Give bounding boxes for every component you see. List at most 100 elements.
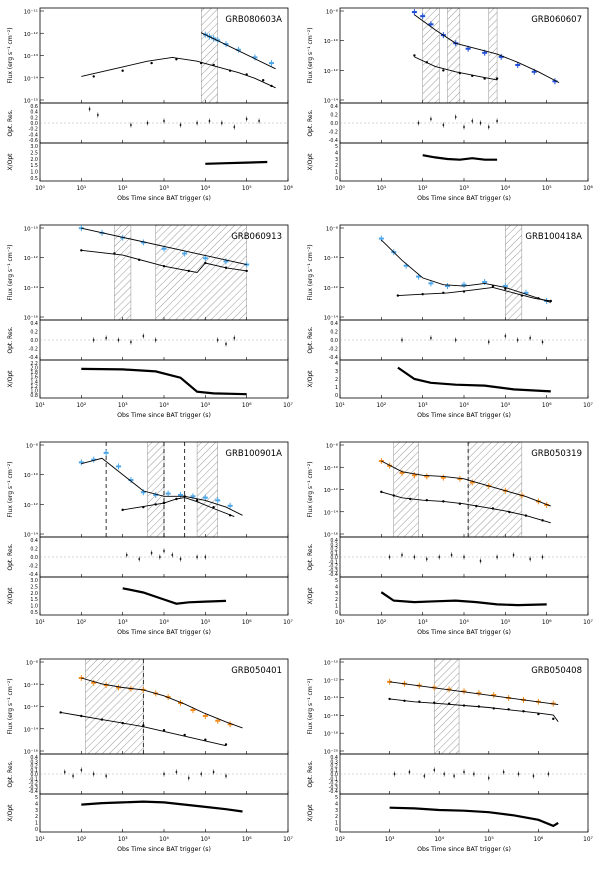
- residual-point: [171, 554, 174, 556]
- residual-point: [443, 773, 446, 775]
- x-tick-label: 10⁵: [242, 185, 252, 192]
- x-tick-label: 10⁷: [583, 836, 593, 843]
- ratio-tick-label: 2: [335, 163, 338, 169]
- residual-point: [388, 556, 391, 558]
- residual-point: [532, 775, 535, 777]
- ratio-tick-label: 3.0: [30, 578, 38, 584]
- x-tick-label: 10¹: [35, 619, 45, 626]
- residual-point: [130, 341, 132, 343]
- ratio-tick-label: 1.6: [30, 375, 38, 381]
- residual-tick-label: 0.4: [330, 755, 338, 761]
- flux-tick-label: 10⁻⁸: [326, 9, 339, 16]
- ratio-tick-label: 1: [335, 170, 338, 176]
- ratio-curve: [205, 160, 268, 165]
- x-tick-label: 10⁵: [542, 185, 552, 192]
- ratio-tick-label: 3: [335, 808, 338, 814]
- residual-point: [258, 120, 260, 122]
- flux-axis-label: Flux (erg s⁻¹ cm⁻²): [7, 244, 14, 300]
- optical-point: [59, 711, 62, 714]
- residual-point: [105, 775, 108, 777]
- panel-grb100901a: GRB100901A 10⁻⁸ 10⁻¹⁰ 10⁻¹² 10⁻¹⁴0.4 0.2 0.0 -0…: [7, 441, 294, 636]
- x-tick-label: 10⁴: [159, 836, 169, 843]
- residual-tick-label: 0.4: [330, 538, 338, 544]
- flux-tick-label: 10⁻¹⁴: [24, 285, 39, 292]
- residual-tick-label: -0.3: [329, 785, 338, 791]
- residual-tick-label: 0.2: [330, 547, 338, 553]
- flux-tick-label: 10⁻¹⁴: [324, 509, 339, 516]
- ratio-axis-label: X/Opt: [7, 153, 14, 171]
- ratio-tick-label: 3.0: [30, 144, 38, 150]
- ratio-axis-label: X/Opt: [7, 370, 14, 388]
- x-tick-label: 10³: [418, 402, 428, 409]
- optical-point: [552, 717, 555, 721]
- ratio-tick-label: 3: [335, 157, 338, 163]
- residual-tick-label: 0.0: [330, 555, 338, 561]
- residual-tick-label: -0.2: [329, 564, 338, 570]
- x-tick-label: 10⁴: [434, 836, 444, 843]
- residual-tick-label: -0.4: [329, 138, 338, 144]
- residual-point: [196, 122, 198, 124]
- ratio-tick-label: 2.0: [30, 591, 38, 597]
- ratio-axis-label: X/Opt: [7, 587, 14, 605]
- panel-grb050408: GRB05040810⁻¹⁰10⁻¹²10⁻¹⁴10⁻¹⁶10⁻¹⁸10⁻²⁰0…: [307, 658, 594, 853]
- time-axis-label: Obs Time since BAT trigger (s): [417, 846, 511, 853]
- flux-tick-label: 10⁻¹⁴: [24, 75, 39, 82]
- flux-tick-label: 10⁻¹³: [24, 53, 38, 60]
- ratio-tick-label: 3: [335, 369, 338, 375]
- x-tick-label: 10⁷: [283, 836, 293, 843]
- flux-axis-label: Flux (erg s⁻¹ cm⁻²): [7, 461, 14, 517]
- ratio-tick-label: 1.5: [30, 163, 38, 169]
- residual-tick-label: 0.0: [30, 121, 38, 127]
- panel-grb050401: GRB05040110⁻⁸10⁻¹⁰10⁻¹²10⁻¹⁴10⁻¹⁶0.40.30…: [7, 658, 294, 853]
- optical-point: [413, 54, 416, 57]
- residual-point: [88, 108, 91, 110]
- residual-tick-label: -0.2: [329, 781, 338, 787]
- residual-axis-label: Opt. Res.: [7, 326, 14, 353]
- residual-point: [487, 341, 490, 343]
- residual-point: [473, 773, 475, 775]
- panel-grb100418a: GRB100418A 10⁻⁸ 10⁻¹⁰ 10⁻¹² 10⁻¹⁴0.4 0.2 0.0 -0…: [307, 224, 594, 419]
- residual-point: [479, 122, 482, 124]
- flux-tick-label: 10⁻⁸: [326, 226, 339, 233]
- ratio-curve: [397, 366, 551, 393]
- residual-point: [158, 556, 161, 558]
- ratio-curve: [122, 587, 227, 605]
- optical-point: [142, 724, 145, 727]
- ratio-tick-label: 0: [335, 610, 338, 616]
- residual-tick-label: 0.2: [330, 113, 338, 119]
- chart-title: GRB060607: [531, 15, 582, 25]
- ratio-tick-label: 1.0: [30, 604, 38, 610]
- residual-point: [487, 777, 490, 779]
- shaded-region-1: [447, 7, 461, 104]
- optical-model-line: [414, 56, 498, 81]
- shaded-region-0: [434, 658, 460, 755]
- residual-point: [401, 554, 403, 556]
- residual-tick-label: -0.2: [29, 347, 38, 353]
- residual-point: [423, 775, 426, 777]
- flux-tick-label: 10⁻¹⁵: [24, 98, 38, 105]
- residual-point: [154, 339, 157, 341]
- x-tick-label: 10⁵: [200, 619, 210, 626]
- x-tick-label: 10⁶: [242, 836, 252, 843]
- chart-title: GRB050401: [231, 666, 282, 676]
- x-tick-label: 10¹: [376, 185, 386, 192]
- ratio-tick-label: 1.5: [30, 597, 38, 603]
- time-axis-label: Obs Time since BAT trigger (s): [417, 629, 511, 636]
- chart-title: GRB050408: [531, 666, 582, 676]
- ratio-tick-label: 0: [335, 393, 338, 399]
- ratio-tick-label: 4: [335, 150, 338, 156]
- ratio-curve: [81, 800, 243, 813]
- x-ray-model-line: [389, 681, 559, 706]
- ratio-tick-label: 2.5: [30, 150, 38, 156]
- residual-axis-label: Opt. Res.: [307, 326, 314, 353]
- flux-axis-label: Flux (erg s⁻¹ cm⁻²): [307, 678, 314, 734]
- residual-point: [453, 775, 455, 777]
- time-axis-label: Obs Time since BAT trigger (s): [417, 195, 511, 202]
- residual-point: [220, 122, 223, 124]
- optical-model-line: [397, 286, 551, 302]
- x-tick-label: 10²: [118, 185, 128, 192]
- optical-model-line: [81, 56, 276, 89]
- x-tick-label: 10³: [118, 619, 128, 626]
- residual-point: [196, 556, 198, 558]
